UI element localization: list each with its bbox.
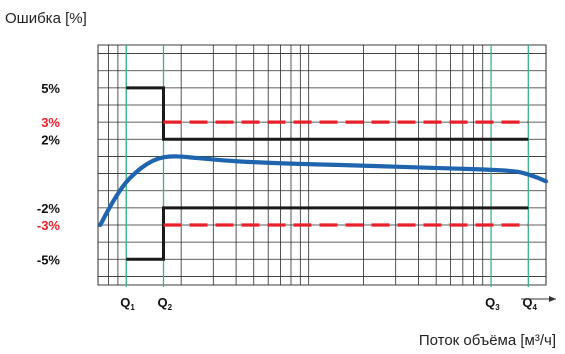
y-axis-title: Ошибка [%] bbox=[5, 10, 87, 27]
y-tick-label: -3% bbox=[37, 218, 61, 233]
y-tick-label: -5% bbox=[37, 252, 61, 267]
x-axis-title: Поток объёма [м³/ч] bbox=[419, 332, 556, 349]
y-tick-label: -2% bbox=[37, 201, 61, 216]
x-tick-label-q4: Q4 bbox=[522, 295, 537, 312]
series-lines bbox=[98, 86, 549, 261]
x-tick-label-q1: Q1 bbox=[120, 295, 135, 312]
x-arrow-head bbox=[549, 296, 556, 302]
black-limit-lower bbox=[126, 206, 529, 261]
plot-frame bbox=[97, 44, 547, 286]
x-tick-label-q3: Q3 bbox=[485, 295, 500, 312]
error-curve bbox=[98, 154, 549, 228]
y-tick-label: 3% bbox=[41, 115, 60, 130]
x-tick-label-q2: Q2 bbox=[157, 295, 172, 312]
y-tick-labels: 5% 3% 2% -2% -3% -5% bbox=[37, 81, 61, 267]
x-axis-arrow bbox=[521, 296, 556, 302]
y-tick-label: 2% bbox=[41, 132, 60, 147]
y-tick-label: 5% bbox=[41, 81, 60, 96]
black-limit-upper bbox=[126, 86, 529, 141]
x-tick-labels: Q1 Q2 Q3 Q4 bbox=[120, 295, 537, 312]
